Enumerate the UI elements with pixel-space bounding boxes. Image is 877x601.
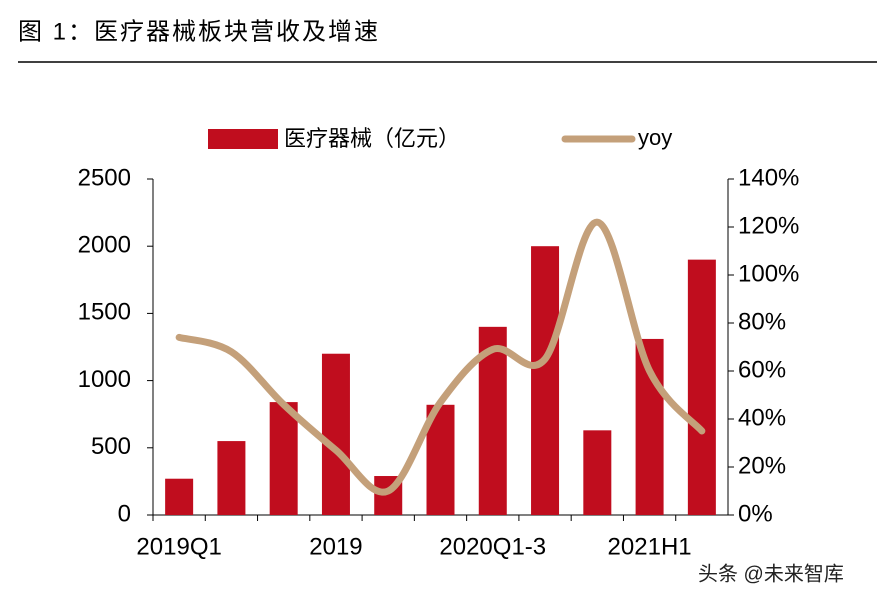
y-tick-label: 2500 (78, 164, 131, 191)
bar (687, 259, 716, 515)
x-tick-label: 2019 (309, 533, 362, 560)
bar (531, 246, 560, 515)
bar (165, 478, 194, 515)
x-tick-label: 2021H1 (608, 533, 692, 560)
legend-label: 医疗器械（亿元） (284, 126, 460, 151)
y-tick-label: 0 (118, 500, 131, 527)
y2-tick-label: 20% (738, 452, 786, 479)
y2-tick-label: 0% (738, 500, 773, 527)
line (175, 218, 706, 496)
y-tick-label: 1000 (78, 366, 131, 393)
y-tick-label: 1500 (78, 299, 131, 326)
bar (269, 402, 298, 515)
y2-tick-label: 140% (738, 164, 799, 191)
bar (321, 353, 350, 515)
watermark: 头条 @未来智库 (698, 562, 844, 585)
x-tick-label: 2019Q1 (136, 533, 221, 560)
y2-tick-label: 80% (738, 308, 786, 335)
y-tick-label: 2000 (78, 232, 131, 259)
x-tick-label: 2020Q1-3 (439, 533, 546, 560)
page-title: 图 1：医疗器械板块营收及增速 (18, 18, 380, 45)
y2-tick-label: 100% (738, 260, 799, 287)
bar (217, 441, 246, 515)
legend-label: yoy (638, 125, 672, 150)
y2-tick-label: 40% (738, 404, 786, 431)
y2-tick-label: 60% (738, 356, 786, 383)
legend-swatch (208, 129, 278, 149)
bar (583, 430, 612, 515)
y-tick-label: 500 (91, 433, 131, 460)
y2-tick-label: 120% (738, 212, 799, 239)
